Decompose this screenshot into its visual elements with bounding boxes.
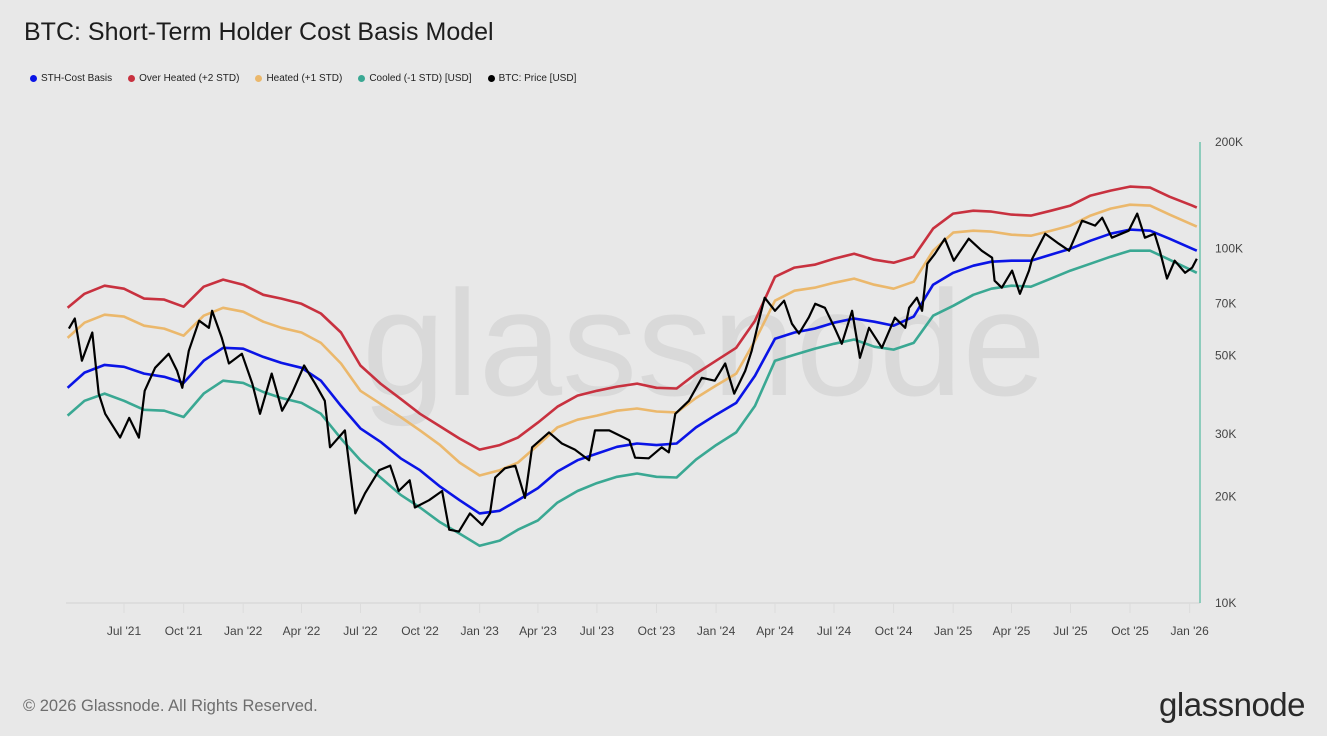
x-tick-label: Apr '25 (993, 624, 1031, 638)
copyright-text: © 2026 Glassnode. All Rights Reserved. (23, 697, 318, 715)
legend-item-sth-cost-basis[interactable]: STH-Cost Basis (30, 73, 112, 84)
legend-item-over-heated[interactable]: Over Heated (+2 STD) (128, 73, 239, 84)
y-tick-label: 30K (1215, 427, 1236, 441)
sth-cost-basis-line (66, 228, 1198, 515)
x-tick-label: Oct '25 (1111, 624, 1149, 638)
legend-dot-icon (30, 75, 37, 82)
legend-label: Heated (+1 STD) (266, 73, 343, 84)
x-tick-label: Apr '24 (756, 624, 794, 638)
glassnode-logo: glassnode (1159, 686, 1305, 723)
x-tick-label: Jan '23 (460, 624, 499, 638)
legend-dot-icon (358, 75, 366, 82)
x-tick-label: Jan '22 (224, 624, 263, 638)
legend-item-cooled[interactable]: Cooled (-1 STD) [USD] (358, 73, 472, 84)
legend-label: STH-Cost Basis (41, 73, 113, 84)
x-tick-label: Jul '23 (580, 624, 615, 638)
x-tick-label: Jul '25 (1053, 624, 1088, 638)
heated-line (66, 203, 1198, 477)
legend-dot-icon (487, 75, 495, 82)
y-tick-label: 10K (1215, 596, 1236, 610)
legend-dot-icon (128, 75, 136, 82)
x-tick-label: Apr '22 (283, 624, 321, 638)
y-tick-label: 100K (1215, 242, 1243, 256)
legend-label: Over Heated (+2 STD) (139, 73, 240, 84)
x-tick-label: Oct '21 (165, 624, 203, 638)
x-tick-label: Oct '24 (875, 624, 913, 638)
legend-label: Cooled (-1 STD) [USD] (369, 73, 472, 84)
x-tick-label: Jan '25 (934, 624, 973, 638)
x-tick-label: Jul '21 (107, 624, 142, 638)
x-tick-label: Oct '23 (638, 624, 676, 638)
y-tick-label: 70K (1215, 297, 1236, 311)
legend-dot-icon (255, 75, 263, 82)
chart-title: BTC: Short-Term Holder Cost Basis Model (24, 18, 494, 46)
over-heated-line (66, 185, 1198, 451)
legend-item-heated[interactable]: Heated (+1 STD) (255, 73, 342, 84)
x-tick-label: Jan '24 (697, 624, 736, 638)
x-tick-label: Apr '23 (519, 624, 557, 638)
legend: STH-Cost Basis Over Heated (+2 STD) Heat… (30, 73, 576, 84)
x-tick-label: Jul '24 (817, 624, 852, 638)
x-tick-label: Jan '26 (1170, 624, 1209, 638)
y-tick-label: 200K (1215, 135, 1243, 149)
legend-item-btc-price[interactable]: BTC: Price [USD] (487, 73, 577, 84)
y-tick-label: 20K (1215, 489, 1236, 503)
x-tick-label: Oct '22 (401, 624, 439, 638)
btc-price-line (67, 212, 1198, 533)
x-tick-label: Jul '22 (343, 624, 378, 638)
legend-label: BTC: Price [USD] (498, 73, 577, 84)
watermark: glassnode (362, 259, 1046, 427)
y-tick-label: 50K (1215, 348, 1236, 362)
